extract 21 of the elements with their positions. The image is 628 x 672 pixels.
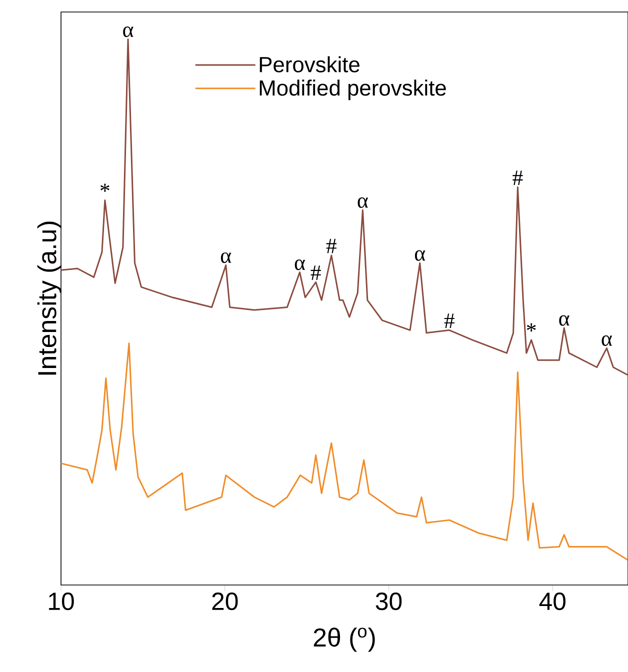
annotation: α (602, 335, 612, 346)
annotation: # (444, 314, 454, 328)
annotation: α (559, 315, 570, 326)
annotation: # (310, 266, 321, 280)
annotation: # (512, 170, 523, 185)
annotation: α (123, 26, 134, 38)
legend-label: Modified perovskite (260, 80, 446, 100)
x-tick-label: 20 (212, 592, 238, 610)
legend-label: Perovskite (260, 56, 360, 72)
annotation: α (358, 197, 368, 208)
x-tick-label: 40 (539, 592, 566, 610)
annotation: * (526, 323, 536, 332)
x-axis-title: 2θ ($^{o}$) (314, 628, 375, 652)
x-tick-label: 30 (376, 592, 402, 610)
annotation: α (294, 260, 306, 270)
y-axis-title: Intensity (a.u) (37, 222, 62, 375)
x-tick-label: 10 (49, 592, 74, 610)
annotation: α (220, 252, 232, 264)
annotation: # (326, 238, 336, 254)
annotation: α (414, 250, 426, 261)
annotation: * (100, 184, 110, 192)
